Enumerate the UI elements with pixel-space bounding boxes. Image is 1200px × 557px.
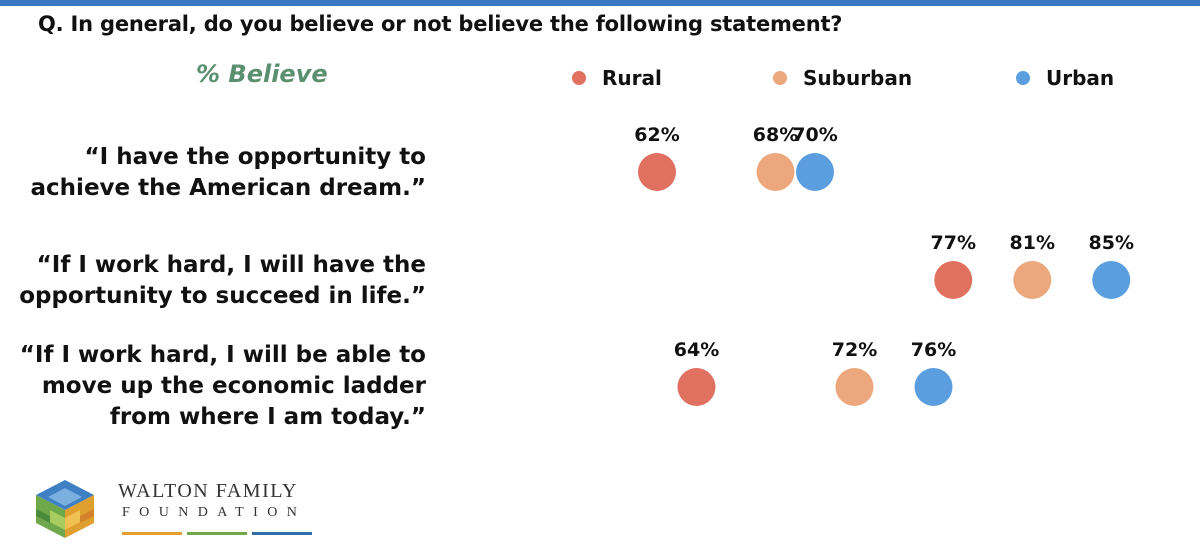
measure-label: % Believe xyxy=(196,60,328,88)
org-name-line-2: FOUNDATION xyxy=(122,505,307,520)
statement-2-line-1: “If I work hard, I will have the xyxy=(36,252,426,278)
dot-urban-row-1 xyxy=(796,153,834,191)
dot-rural-row-2 xyxy=(934,261,973,299)
legend-item-urban: Urban xyxy=(1016,64,1114,92)
dot-rural-row-1 xyxy=(638,153,676,191)
dot-rural-row-3 xyxy=(677,368,716,406)
org-color-bar-1 xyxy=(122,532,182,535)
dot-urban-row-2 xyxy=(1092,261,1131,299)
statement-1-line-2: achieve the American dream.” xyxy=(30,175,426,201)
org-name-line-1: WALTON FAMILY xyxy=(118,480,298,502)
statement-2: “If I work hard, I will have the opportu… xyxy=(19,250,426,312)
value-label-suburban-row-2: 81% xyxy=(1010,232,1055,254)
statement-1-line-1: “I have the opportunity to xyxy=(84,144,426,170)
org-color-bar-3 xyxy=(252,532,312,535)
legend-label-urban: Urban xyxy=(1046,66,1115,90)
legend-item-rural: Rural xyxy=(572,64,662,92)
value-label-urban-row-1: 70% xyxy=(792,124,837,146)
dot-urban-row-3 xyxy=(914,368,953,406)
top-accent-bar xyxy=(0,0,1200,6)
dot-suburban-row-1 xyxy=(756,153,795,191)
statement-3-line-3: from where I am today.” xyxy=(109,404,426,430)
walton-family-foundation-logo-icon xyxy=(36,480,94,538)
value-label-urban-row-3: 76% xyxy=(911,339,956,361)
legend-dot-suburban xyxy=(773,71,787,85)
statement-3: “If I work hard, I will be able to move … xyxy=(20,340,426,433)
statement-3-line-2: move up the economic ladder xyxy=(41,373,426,399)
legend-item-suburban: Suburban xyxy=(773,64,912,92)
statement-3-line-1: “If I work hard, I will be able to xyxy=(19,342,426,368)
value-label-suburban-row-3: 72% xyxy=(832,339,877,361)
org-color-bar-2 xyxy=(187,532,247,535)
value-label-rural-row-1: 62% xyxy=(634,124,679,146)
legend-dot-urban xyxy=(1016,71,1030,85)
value-label-suburban-row-1: 68% xyxy=(753,124,798,146)
statement-1: “I have the opportunity to achieve the A… xyxy=(31,142,426,204)
value-label-rural-row-2: 77% xyxy=(931,232,976,254)
legend-label-suburban: Suburban xyxy=(803,66,913,90)
question-text: Q. In general, do you believe or not bel… xyxy=(38,12,843,36)
statement-2-line-2: opportunity to succeed in life.” xyxy=(19,283,426,309)
dot-suburban-row-3 xyxy=(835,368,874,406)
value-label-urban-row-2: 85% xyxy=(1089,232,1134,254)
dot-suburban-row-2 xyxy=(1013,261,1052,299)
legend-label-rural: Rural xyxy=(602,66,662,90)
value-label-rural-row-3: 64% xyxy=(674,339,719,361)
legend-dot-rural xyxy=(572,71,586,85)
